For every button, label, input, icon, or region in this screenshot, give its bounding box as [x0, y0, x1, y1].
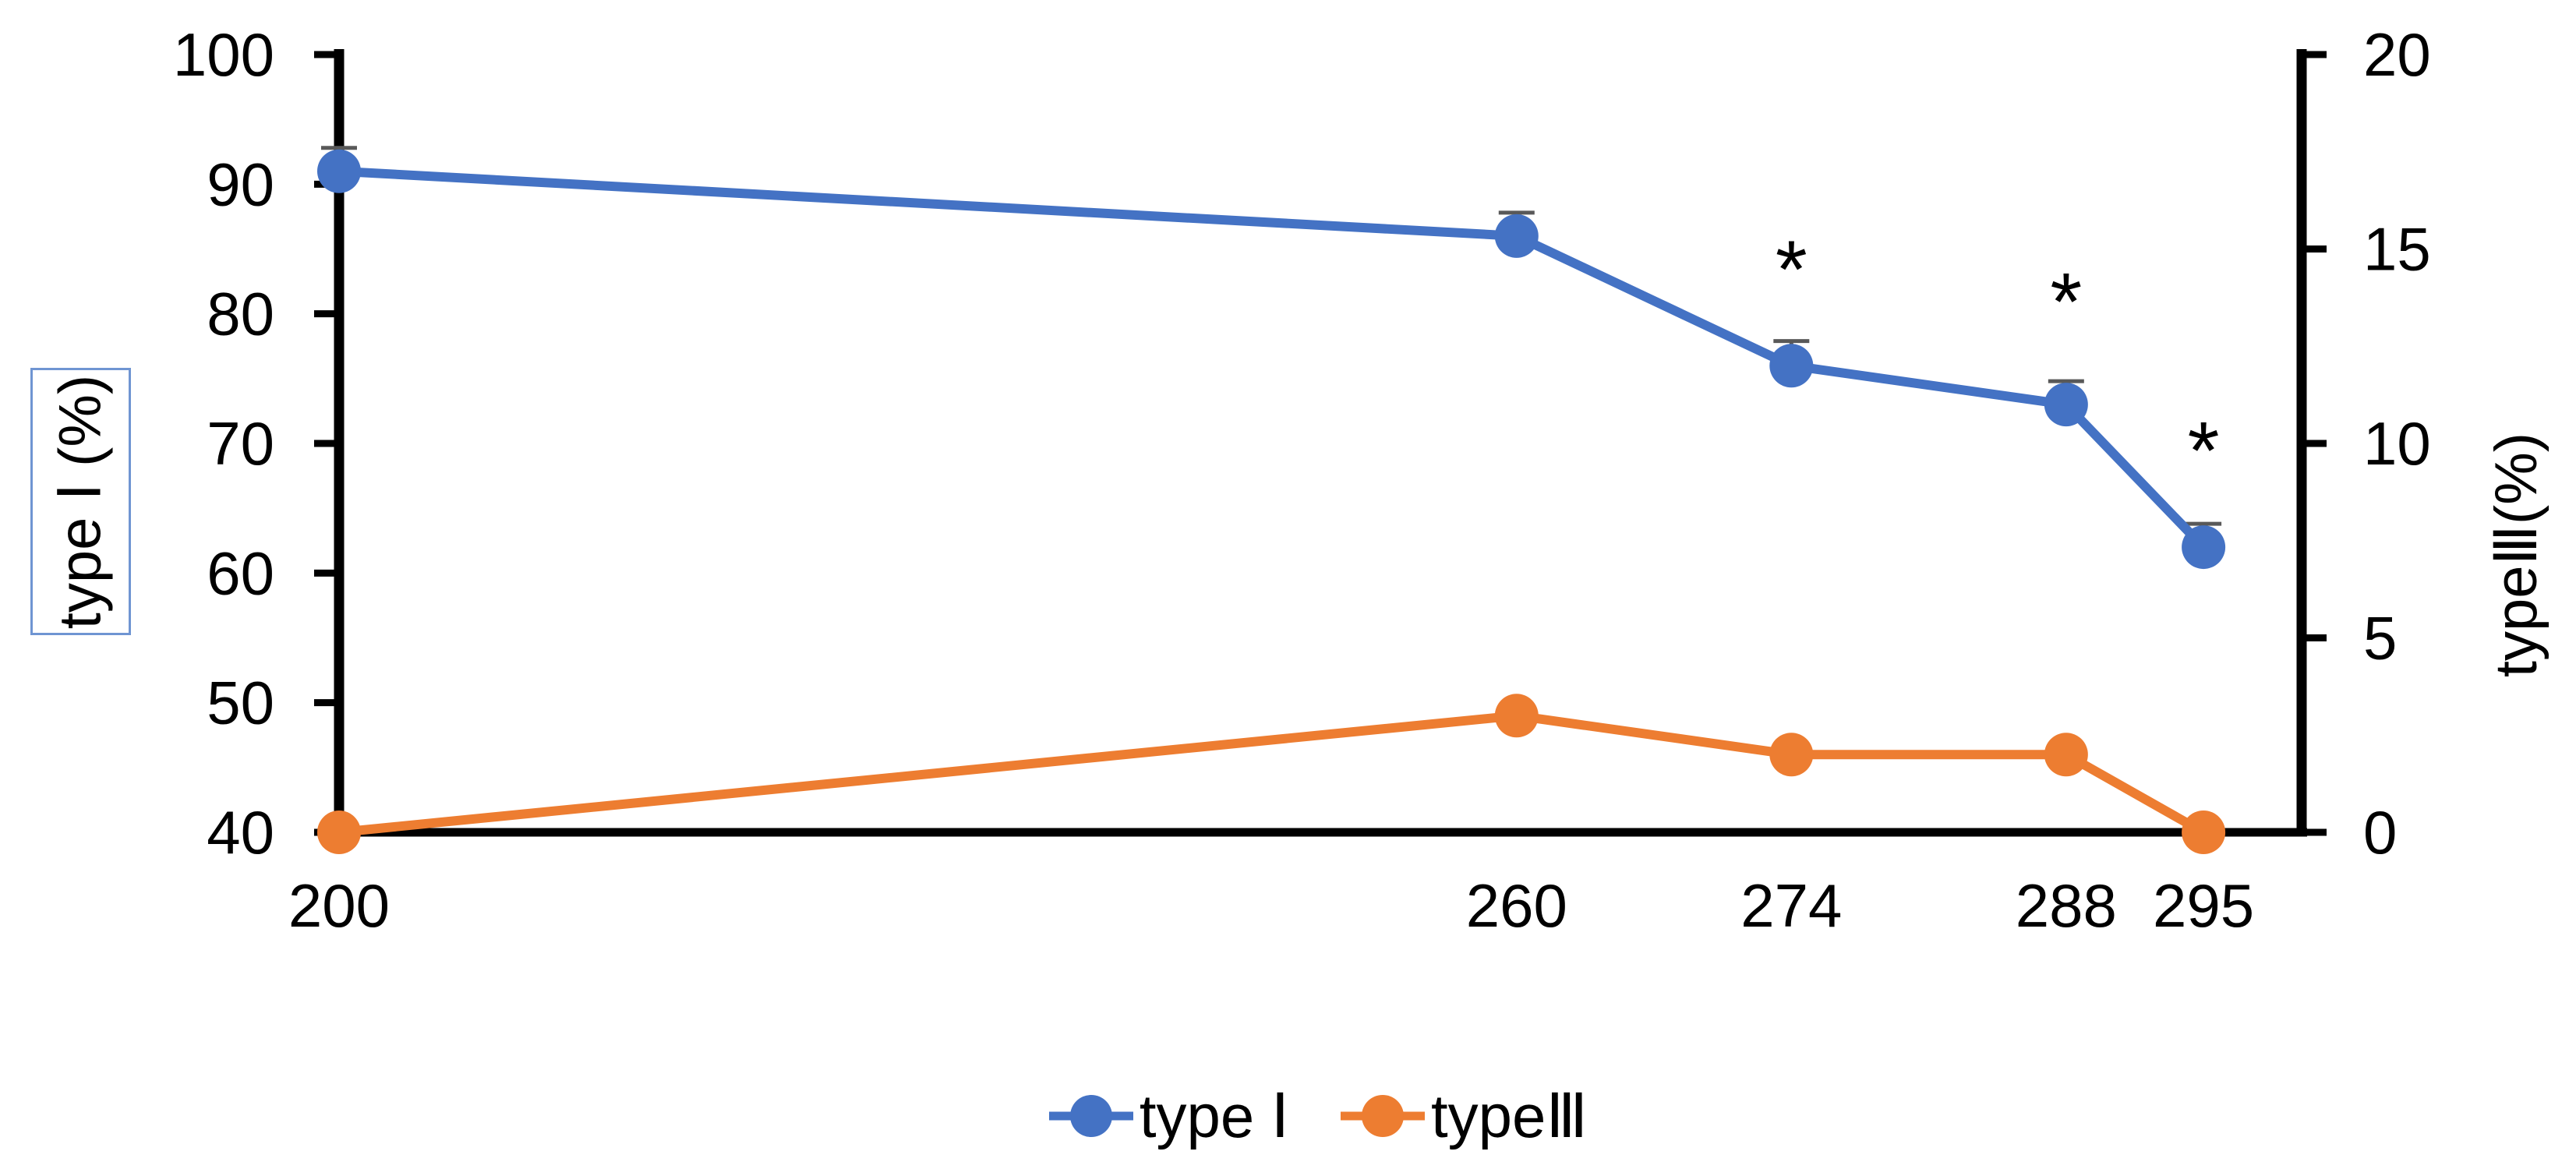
- x-axis-tick-label: 295: [2153, 871, 2254, 940]
- right-axis-tick-label: 10: [2363, 409, 2431, 478]
- data-point-type-i-x295: [2182, 525, 2226, 570]
- data-point-type-i-x274: [1769, 344, 1814, 388]
- data-point-type-iii-x200: [317, 810, 361, 854]
- x-axis-tick-label: 200: [288, 871, 390, 940]
- x-axis-tick-label: 274: [1740, 871, 1842, 940]
- data-point-type-i-x288: [2044, 383, 2088, 427]
- chart-legend: type Ⅰ typeⅢ: [30, 1061, 2576, 1171]
- legend-item-type-iii: typeⅢ: [1339, 1086, 1588, 1146]
- series-line-type-iii: [338, 711, 2207, 837]
- right-axis-tick-label: 0: [2363, 798, 2397, 867]
- series-line-type-i: [338, 166, 2207, 551]
- right-axis-tick-label: 15: [2363, 215, 2431, 284]
- legend-marker-type-iii-icon: [1340, 1095, 1425, 1137]
- data-point-type-iii-x274: [1769, 733, 1814, 777]
- left-axis-tick-label: 60: [207, 539, 274, 607]
- left-axis-tick-label: 100: [173, 20, 274, 89]
- data-point-type-i-x200: [317, 149, 361, 193]
- legend-label-type-iii: typeⅢ: [1430, 1082, 1588, 1150]
- left-axis-tick-label: 70: [207, 409, 274, 478]
- left-axis-tick-label: 80: [207, 280, 274, 348]
- right-axis-title: typeⅢ(%): [2483, 432, 2549, 678]
- x-axis-tick-label: 260: [1466, 871, 1567, 940]
- legend-marker-type-i-icon: [1048, 1095, 1133, 1137]
- legend-label-type-i: type Ⅰ: [1139, 1082, 1289, 1150]
- significance-asterisk: *: [2050, 256, 2082, 348]
- left-axis-tick-label: 90: [207, 150, 274, 218]
- right-axis-tick-label: 5: [2363, 604, 2397, 673]
- data-point-type-iii-x260: [1494, 694, 1539, 738]
- significance-asterisk: *: [1776, 224, 1807, 315]
- left-axis-tick-label: 50: [207, 669, 274, 737]
- left-axis-title: type Ⅰ (%): [47, 374, 114, 629]
- right-axis-title-wrap: typeⅢ(%): [2454, 312, 2576, 798]
- x-axis-tick-label: 288: [2016, 871, 2117, 940]
- significance-asterisk: *: [2188, 405, 2220, 496]
- data-point-type-iii-x295: [2182, 810, 2226, 854]
- left-axis-title-box: type Ⅰ (%): [30, 368, 131, 635]
- data-point-type-i-x260: [1494, 214, 1539, 258]
- right-axis-tick-label: 20: [2363, 20, 2431, 89]
- left-axis-tick-label: 40: [207, 798, 274, 867]
- data-point-type-iii-x288: [2044, 733, 2088, 777]
- legend-item-type-i: type Ⅰ: [1048, 1086, 1289, 1146]
